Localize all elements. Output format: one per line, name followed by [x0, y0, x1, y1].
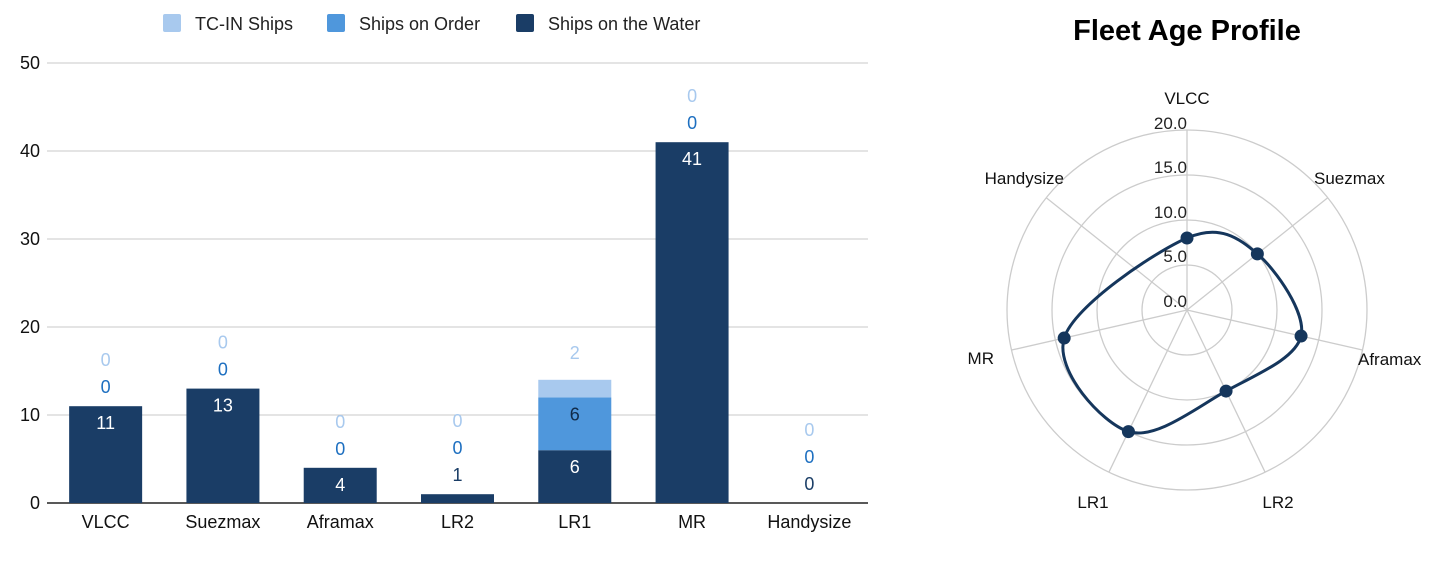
y-tick-label: 50	[20, 53, 40, 73]
y-axis: 0 10 20 30 40 50	[20, 53, 40, 513]
radar-tick-label: 5.0	[1163, 247, 1187, 266]
bar-segment	[303, 467, 377, 503]
data-label: 0	[218, 360, 228, 380]
radar-spoke	[1011, 309, 1188, 351]
data-label: 4	[335, 475, 345, 495]
x-tick-label: Aframax	[307, 512, 374, 532]
data-label: 0	[101, 377, 111, 397]
bars	[69, 142, 729, 503]
radar-spoke	[1045, 197, 1188, 311]
radar-axis-label: Handysize	[985, 169, 1064, 188]
data-label: 0	[804, 474, 814, 494]
data-label: 41	[682, 149, 702, 169]
radar-series	[1057, 230, 1308, 439]
legend-swatch	[516, 14, 534, 32]
x-tick-label: VLCC	[82, 512, 130, 532]
radar-point	[1121, 425, 1135, 439]
data-label: 0	[804, 447, 814, 467]
grid	[47, 62, 868, 504]
bar-segment	[69, 406, 143, 503]
radar-axis-labels: VLCC Suezmax Aframax LR2 LR1 MR Handysize	[968, 89, 1422, 512]
data-label: 0	[452, 411, 462, 431]
legend-swatch	[327, 14, 345, 32]
bar-segment	[186, 388, 260, 503]
y-tick-label: 40	[20, 141, 40, 161]
radar-axis-label: Suezmax	[1314, 169, 1385, 188]
radar-spoke	[1108, 309, 1188, 473]
bar-segment	[538, 379, 612, 398]
data-label: 0	[101, 350, 111, 370]
bar-segment	[421, 494, 494, 503]
radar-point	[1250, 247, 1264, 261]
data-labels: 11 0 0 13 0 0 4 0 0 1 0 0 6 6 2 41 0 0 0 0 0	[96, 86, 814, 495]
radar-axis-label: LR2	[1262, 493, 1293, 512]
x-tick-label: LR2	[441, 512, 474, 532]
radar-axis-label: MR	[968, 349, 994, 368]
radar-point	[1219, 384, 1233, 398]
radar-ticks: 0.0 5.0 10.0 15.0 20.0	[1154, 114, 1187, 311]
data-label: 0	[335, 412, 345, 432]
y-tick-label: 30	[20, 229, 40, 249]
radar-tick-label: 20.0	[1154, 114, 1187, 133]
y-tick-label: 20	[20, 317, 40, 337]
data-label: 6	[570, 457, 580, 477]
legend-label: TC-IN Ships	[195, 14, 293, 34]
y-tick-label: 10	[20, 405, 40, 425]
bar-segment	[655, 142, 729, 503]
radar-chart: Fleet Age Profile 0.0 5.0 10.0 15.0 20.0 VLC…	[968, 15, 1422, 512]
data-label: 0	[804, 420, 814, 440]
x-tick-label: Handysize	[767, 512, 851, 532]
bar-segment	[538, 397, 612, 451]
radar-axis-label: LR1	[1077, 493, 1108, 512]
x-axis: VLCC Suezmax Aframax LR2 LR1 MR Handysize	[82, 512, 852, 532]
y-tick-label: 0	[30, 493, 40, 513]
data-label: 1	[452, 465, 462, 485]
radar-tick-label: 10.0	[1154, 203, 1187, 222]
legend-label: Ships on the Water	[548, 14, 700, 34]
data-label: 13	[213, 396, 233, 416]
x-tick-label: Suezmax	[185, 512, 260, 532]
radar-tick-label: 0.0	[1163, 292, 1187, 311]
radar-axis-label: Aframax	[1358, 350, 1422, 369]
data-label: 6	[570, 404, 580, 424]
data-label: 0	[218, 333, 228, 353]
radar-spoke	[1186, 309, 1363, 351]
data-label: 0	[335, 439, 345, 459]
bar-chart: TC-IN Ships Ships on Order Ships on the Wa…	[20, 14, 868, 532]
radar-title: Fleet Age Profile	[1073, 15, 1301, 47]
radar-axis-label: VLCC	[1164, 89, 1209, 108]
x-tick-label: MR	[678, 512, 706, 532]
data-label: 0	[687, 113, 697, 133]
data-label: 0	[452, 438, 462, 458]
legend: TC-IN Ships Ships on Order Ships on the Wa…	[163, 14, 700, 34]
radar-tick-label: 15.0	[1154, 158, 1187, 177]
radar-point	[1180, 231, 1194, 245]
bar-segment	[538, 450, 612, 503]
radar-point	[1057, 331, 1071, 345]
legend-swatch	[163, 14, 181, 32]
data-label: 2	[570, 343, 580, 363]
data-label: 0	[687, 86, 697, 106]
data-label: 11	[96, 413, 115, 433]
radar-point	[1294, 329, 1308, 343]
x-tick-label: LR1	[558, 512, 591, 532]
legend-label: Ships on Order	[359, 14, 480, 34]
